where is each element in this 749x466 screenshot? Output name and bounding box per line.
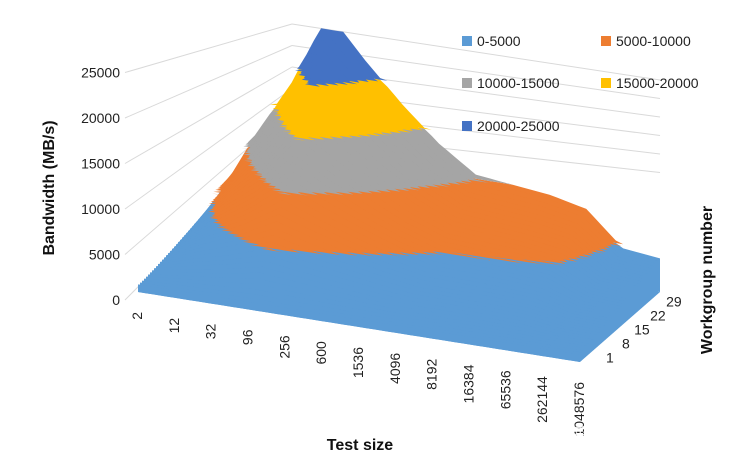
x-tick-label: 16384	[461, 364, 477, 403]
legend: 0-5000 5000-10000 10000-15000 15000-20000 20…	[462, 33, 699, 134]
y-tick-label: 20000	[81, 110, 120, 126]
surface-slice-3-25	[188, 122, 630, 193]
gridline-back-25000	[291, 23, 661, 81]
x-tick-label: 600	[313, 341, 329, 365]
legend-swatch	[601, 36, 611, 46]
gridline-left-20000	[124, 45, 293, 119]
y-tick-label: 5000	[89, 247, 120, 263]
gridline-left-25000	[124, 23, 293, 73]
surface-slice-1-11	[160, 230, 602, 301]
z-tick-label: 29	[666, 293, 682, 309]
legend-label: 5000-10000	[616, 33, 691, 49]
x-tick-label: 32	[203, 323, 219, 339]
gridline-left-10000	[124, 88, 293, 210]
gridline-left-15000	[124, 66, 293, 164]
x-tick-label: 65536	[497, 370, 513, 409]
x-tick-label: 262144	[534, 376, 550, 423]
x-tick-label: 96	[240, 329, 256, 345]
x-tick-label: 1536	[350, 347, 366, 378]
z-tick-label: 8	[622, 335, 630, 351]
surface-plot	[138, 28, 660, 362]
watermark-text: 知乎 @热心市民描边怪	[555, 425, 730, 445]
legend-label: 20000-25000	[477, 118, 560, 134]
y-tick-label: 0	[112, 292, 120, 308]
surface-slice-2-18	[174, 176, 616, 247]
surface-slice-0-0	[138, 284, 580, 362]
legend-label: 15000-20000	[616, 75, 699, 91]
z-tick-label: 1	[606, 349, 614, 365]
legend-swatch	[601, 78, 611, 88]
x-tick-label: 12	[166, 318, 182, 334]
x-tick-label: 4096	[387, 353, 403, 384]
y-tick-label: 25000	[81, 65, 120, 81]
x-tick-label: 8192	[424, 358, 440, 389]
x-tick-label: 1048576	[571, 382, 587, 437]
y-tick-label: 10000	[81, 201, 120, 217]
legend-swatch	[462, 121, 472, 131]
y-tick-label: 15000	[81, 156, 120, 172]
legend-label: 0-5000	[477, 33, 521, 49]
x-tick-label: 256	[276, 335, 292, 359]
x-axis-title: Test size	[327, 437, 394, 454]
x-axis-ticks: 2 12 32 96 256 600 1536 4096 8192 16384 65536 26214…	[129, 312, 587, 437]
z-tick-label: 22	[650, 307, 666, 323]
y-axis-title: Bandwidth (MB/s)	[41, 120, 58, 255]
legend-swatch	[462, 36, 472, 46]
surface-slice-1-10	[158, 232, 600, 303]
x-tick-label: 2	[129, 312, 145, 320]
surface-slice-4-32	[202, 68, 644, 138]
legend-swatch	[462, 78, 472, 88]
surface-slice-3-26	[190, 120, 632, 191]
legend-label: 10000-15000	[477, 75, 560, 91]
surface-slice-2-19	[176, 174, 618, 245]
z-axis-title: Workgroup number	[699, 206, 716, 354]
z-tick-label: 15	[634, 321, 650, 337]
y-axis-ticks: 0 5000 10000 15000 20000 25000	[81, 65, 120, 309]
